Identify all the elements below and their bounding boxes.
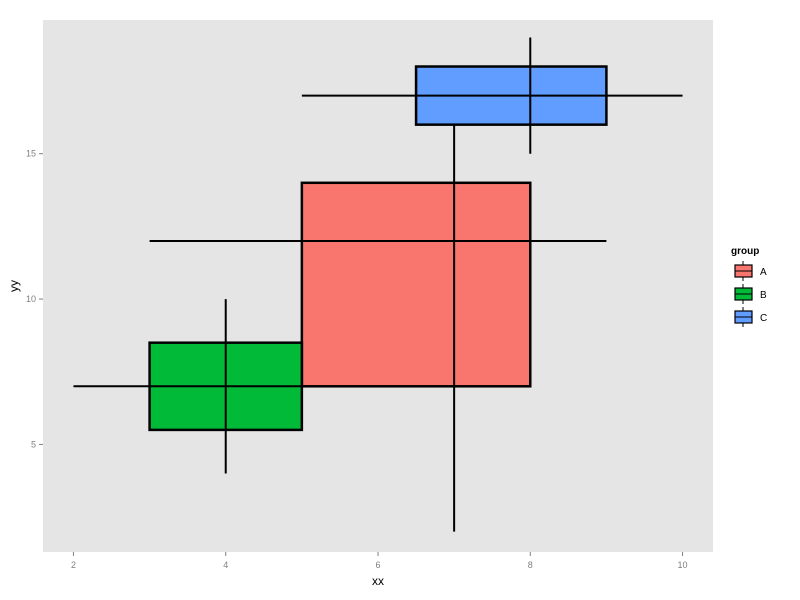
x-tick-label: 10 — [678, 560, 688, 570]
legend-key-a — [734, 261, 753, 281]
crossbar-box — [300, 181, 532, 388]
legend-label-b: B — [760, 290, 767, 301]
crossbar-group-a — [149, 118, 607, 532]
legend: group A B C — [731, 246, 767, 327]
y-tick-label: 15 — [26, 149, 36, 159]
x-tick-label: 4 — [223, 560, 228, 570]
y-tick-label: 10 — [26, 294, 36, 304]
y-axis-title: yy — [7, 280, 21, 292]
legend-label-c: C — [760, 313, 767, 324]
plot-marks — [73, 37, 683, 532]
x-tick-label: 8 — [528, 560, 533, 570]
x-axis: 2 4 6 8 10 — [71, 552, 688, 570]
y-axis: 5 10 15 — [26, 149, 43, 449]
x-tick-label: 2 — [71, 560, 76, 570]
legend-title: group — [731, 246, 759, 257]
legend-key-c — [734, 307, 753, 327]
x-tick-label: 6 — [375, 560, 380, 570]
legend-key-b — [734, 284, 753, 304]
y-tick-label: 5 — [31, 439, 36, 449]
crossbar-group-c — [301, 37, 683, 154]
x-axis-title: xx — [372, 574, 384, 588]
crossbar-group-b — [73, 299, 304, 474]
legend-label-a: A — [760, 267, 767, 278]
